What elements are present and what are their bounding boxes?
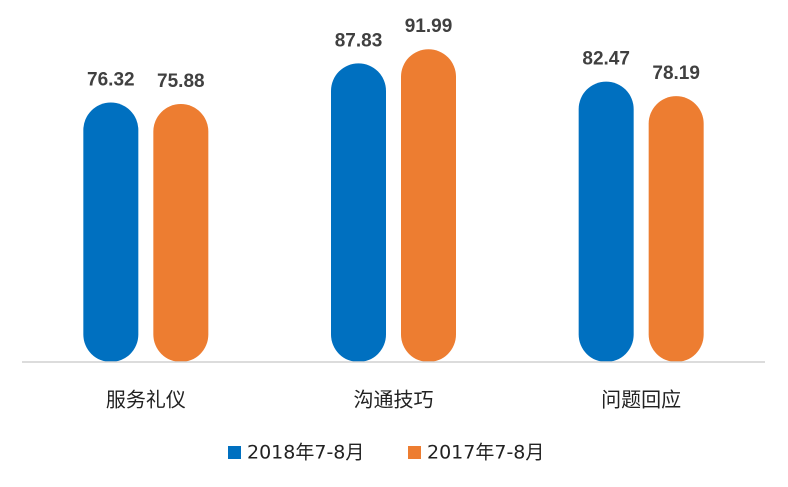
x-tick-label: 服务礼仪 <box>106 388 186 412</box>
legend-swatch <box>408 446 421 459</box>
value-label: 75.88 <box>157 71 205 92</box>
x-tick-label: 沟通技巧 <box>354 388 434 412</box>
bar <box>648 96 704 363</box>
bar <box>401 49 456 362</box>
value-label: 76.32 <box>87 70 135 91</box>
value-label: 87.83 <box>335 30 383 51</box>
value-label: 82.47 <box>582 49 630 70</box>
bar <box>83 102 139 363</box>
bar <box>331 63 386 363</box>
value-label: 91.99 <box>405 16 453 37</box>
legend-label: 2018年7-8月 <box>247 442 364 464</box>
legend-swatch <box>228 446 241 459</box>
x-tick-label: 问题回应 <box>601 388 681 412</box>
bar <box>578 81 634 363</box>
legend-label: 2017年7-8月 <box>427 442 544 464</box>
bar <box>153 104 209 363</box>
value-label: 78.19 <box>652 63 700 84</box>
